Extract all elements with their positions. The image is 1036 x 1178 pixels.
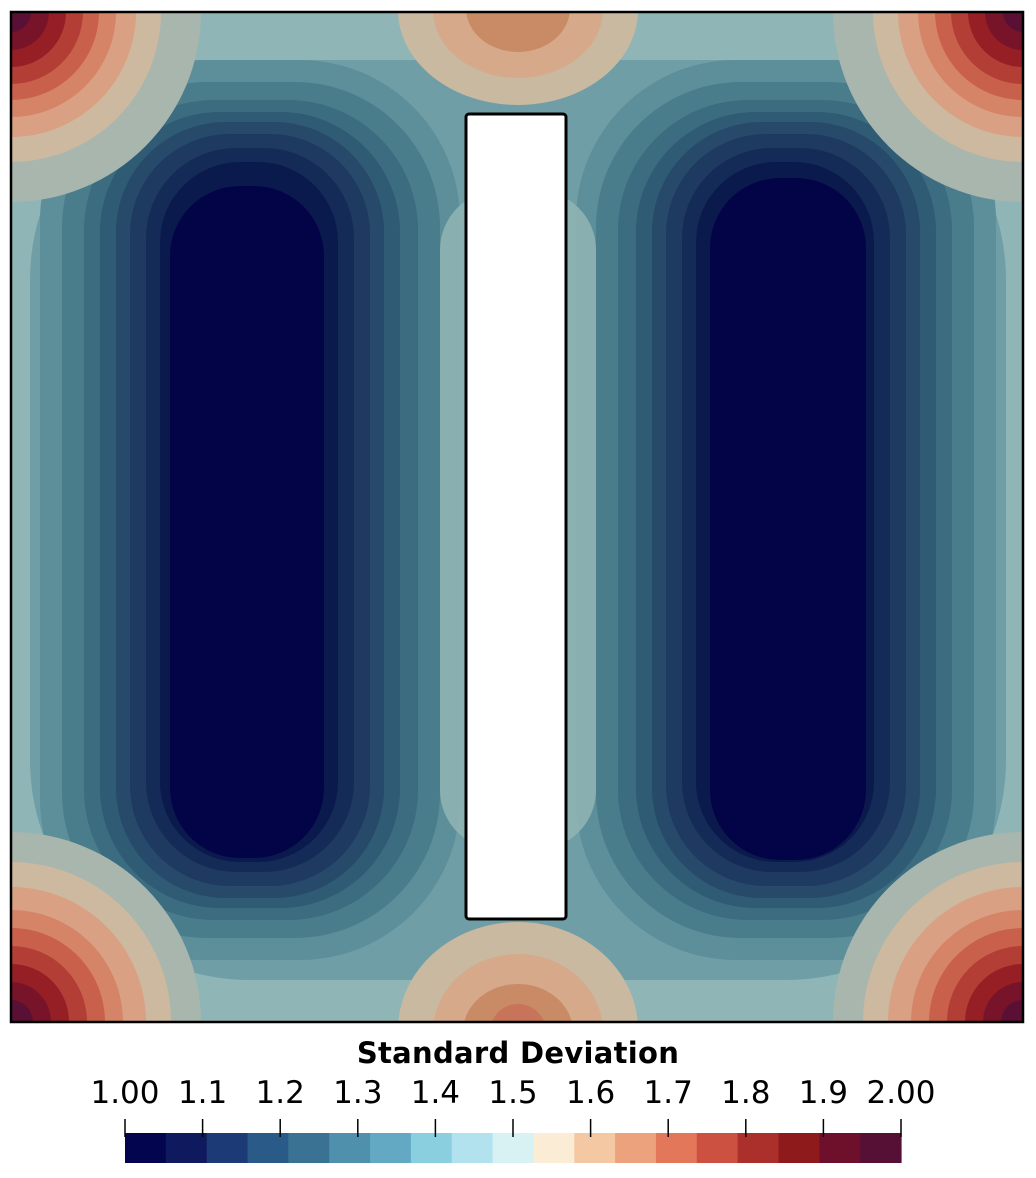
colorbar-swatch — [655, 1133, 698, 1163]
top-lobe — [398, 12, 638, 105]
contour-plot — [9, 10, 1025, 1024]
corner-top-right — [833, 12, 1023, 202]
bottom-lobe — [398, 922, 638, 1022]
colorbar-swatch — [370, 1133, 412, 1163]
colorbar-tick-label: 1.7 — [644, 1075, 693, 1111]
colorbar-tick-label: 1.00 — [90, 1075, 159, 1111]
colorbar-swatch — [860, 1133, 902, 1163]
colorbar-tick-label: 1.4 — [411, 1075, 460, 1111]
colorbar-tick-label: 1.5 — [488, 1075, 537, 1111]
colorbar-swatch — [819, 1133, 861, 1163]
corner-bottom-right — [833, 832, 1023, 1022]
colorbar-tick-label: 1.1 — [178, 1075, 227, 1111]
obstacle — [464, 112, 568, 921]
colorbar-swatch — [451, 1133, 494, 1163]
colorbar-swatch — [288, 1133, 330, 1163]
colorbar-swatch — [615, 1133, 657, 1163]
colorbar-swatch — [329, 1133, 371, 1163]
colorbar-tick-label: 2.00 — [866, 1075, 935, 1111]
colorbar-swatches — [125, 1133, 902, 1163]
colorbar: 1.00 1.1 1.2 1.3 1.4 1.5 1.6 1.7 1.8 1.9 2.00 — [90, 1075, 936, 1163]
colorbar-title: Standard Deviation — [356, 1036, 680, 1070]
colorbar-swatch — [247, 1133, 289, 1163]
colorbar-tick-label: 1.9 — [799, 1075, 848, 1111]
colorbar-swatch — [696, 1133, 739, 1163]
colorbar-swatch — [410, 1133, 453, 1163]
colorbar-tick-label: 1.6 — [566, 1075, 615, 1111]
colorbar-swatch — [737, 1133, 780, 1163]
colorbar-swatch — [492, 1133, 535, 1163]
colorbar-swatch — [574, 1133, 616, 1163]
right-vortex — [576, 60, 996, 960]
colorbar-swatch — [206, 1133, 249, 1163]
corner-bottom-left — [11, 832, 201, 1022]
colorbar-tick-label: 1.2 — [256, 1075, 305, 1111]
corner-top-left — [11, 12, 201, 202]
domain-border — [9, 10, 1025, 1024]
colorbar-swatch — [533, 1133, 575, 1163]
colorbar-swatch — [165, 1133, 208, 1163]
colorbar-swatch — [125, 1133, 167, 1163]
colorbar-ticks — [124, 1119, 902, 1137]
left-vortex — [40, 60, 460, 960]
colorbar-swatch — [778, 1133, 820, 1163]
colorbar-tick-label: 1.8 — [721, 1075, 770, 1111]
colorbar-tick-labels: 1.00 1.1 1.2 1.3 1.4 1.5 1.6 1.7 1.8 1.9 2.00 — [90, 1075, 935, 1111]
colorbar-tick-label: 1.3 — [333, 1075, 382, 1111]
